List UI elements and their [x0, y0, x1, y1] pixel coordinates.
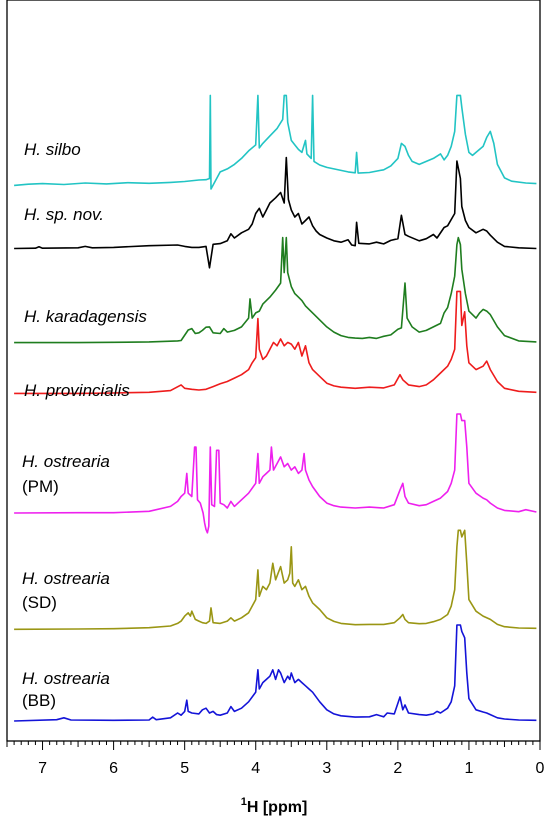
species-label-7: H. ostrearia — [22, 669, 110, 688]
x-tick-label: 4 — [251, 760, 260, 777]
species-label-5: H. ostrearia — [22, 452, 110, 471]
spectrum-line-5 — [14, 413, 537, 534]
species-label-3: H. karadagensis — [24, 307, 147, 326]
x-tick-label: 2 — [393, 760, 402, 777]
species-label-2: H. sp. nov. — [24, 205, 104, 224]
species-sublabel-7: (BB) — [22, 691, 56, 710]
x-axis-title-superscript: 1 — [241, 796, 247, 808]
species-sublabel-5: (PM) — [22, 477, 59, 496]
species-label-1: H. silbo — [24, 140, 81, 159]
x-axis: 7 6 5 4 3 2 1 0 — [6, 741, 545, 777]
x-tick-label: 6 — [109, 760, 118, 777]
spectrum-line-3 — [14, 236, 537, 344]
x-axis-title-main: H [ppm] — [247, 799, 307, 816]
spectrum-line-1 — [14, 94, 537, 190]
plot-frame — [6, 0, 541, 742]
x-tick-label: 7 — [38, 760, 47, 777]
spectrum-line-2 — [14, 156, 537, 269]
spectrum-line-4 — [14, 290, 537, 395]
spectra-group — [14, 94, 537, 722]
species-label-6: H. ostrearia — [22, 569, 110, 588]
spectrum-line-7 — [14, 624, 537, 722]
x-tick-label: 5 — [180, 760, 189, 777]
species-label-4: H. provincialis — [24, 381, 130, 400]
x-tick-label: 1 — [464, 760, 473, 777]
x-axis-title: 1H [ppm] — [241, 796, 308, 816]
x-tick-label: 0 — [536, 760, 545, 777]
species-sublabel-6: (SD) — [22, 593, 57, 612]
species-labels: H. silbo H. sp. nov. H. karadagensis H. pro… — [22, 140, 147, 710]
x-tick-label: 3 — [322, 760, 331, 777]
spectrum-line-6 — [14, 529, 537, 631]
